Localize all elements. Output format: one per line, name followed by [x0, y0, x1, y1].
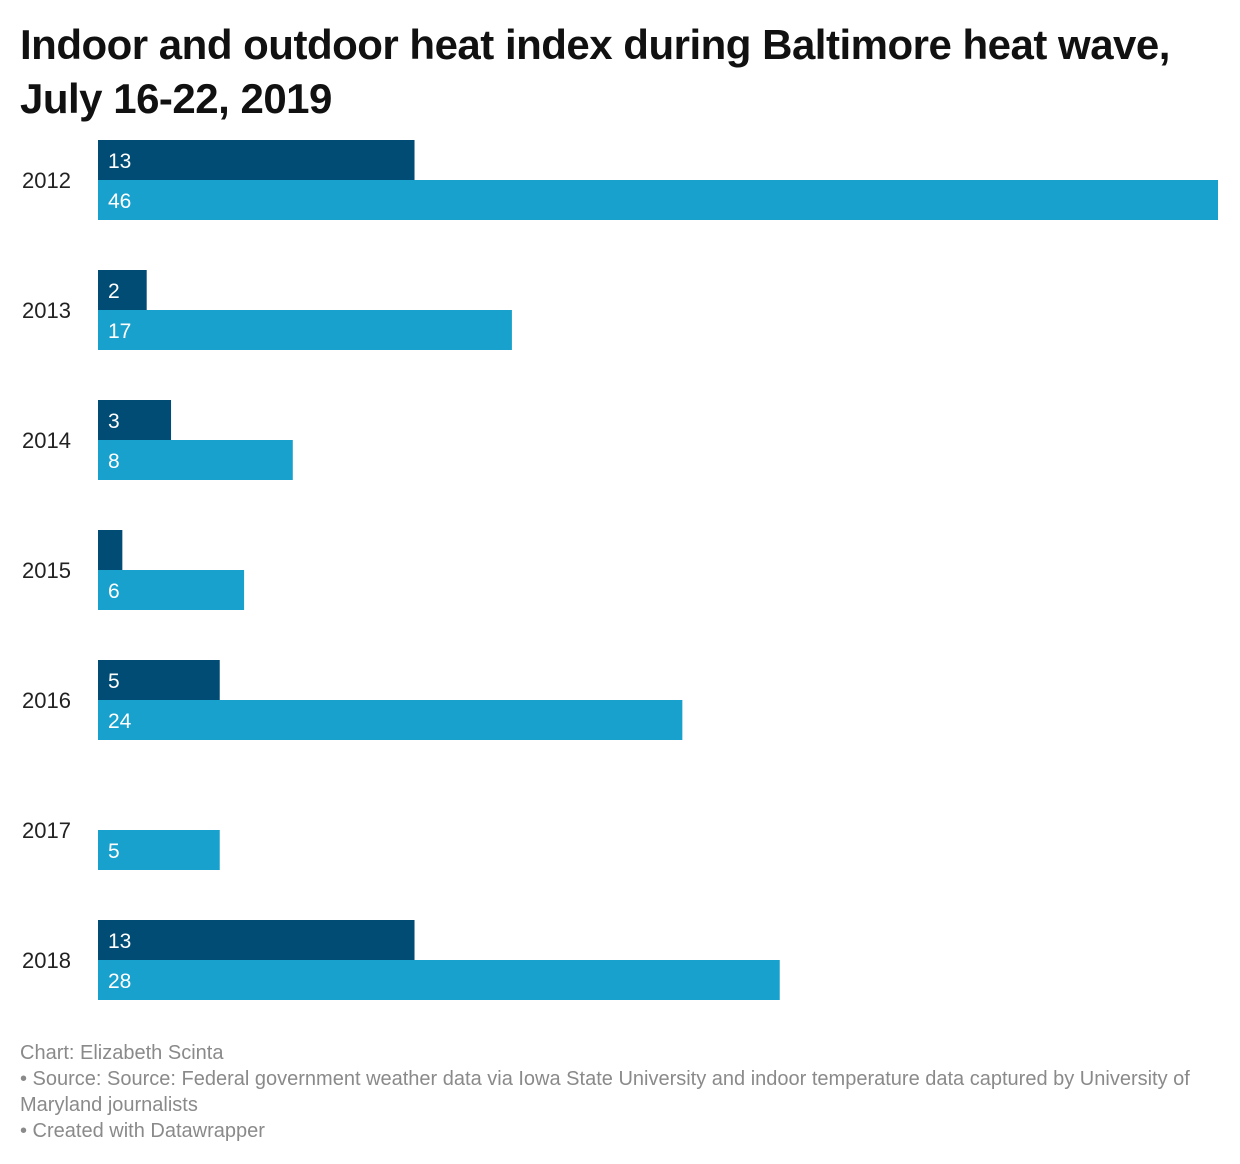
data-label: 5	[108, 670, 120, 693]
category-label: 2016	[22, 688, 71, 713]
bar-group-2017: 2017 5	[22, 818, 220, 870]
category-label: 2017	[22, 818, 71, 843]
data-label: 8	[108, 450, 120, 473]
data-label: 28	[108, 970, 131, 993]
bar-chart: 2012134620132172014382015620165242017520…	[22, 140, 1218, 1000]
bar-group-2013: 2013 2 17	[22, 270, 512, 350]
bar-series1-2014	[98, 400, 172, 440]
data-label: 2	[108, 280, 120, 303]
chart-credit: Chart: Elizabeth Scinta	[20, 1042, 224, 1064]
data-label: 17	[108, 320, 131, 343]
category-label: 2018	[22, 948, 71, 973]
data-label: 46	[108, 190, 131, 213]
bar-series1-2016	[98, 660, 220, 700]
bar-series2-2014	[98, 440, 293, 480]
chart-source: • Source: Source: Federal government wea…	[20, 1068, 1190, 1116]
bar-group-2015: 2015 6	[22, 530, 245, 610]
category-label: 2015	[22, 558, 71, 583]
bar-series1-2015	[98, 530, 123, 570]
bar-series2-2012	[98, 180, 1218, 220]
data-label: 5	[108, 840, 120, 863]
bar-group-2018: 2018 13 28	[22, 920, 780, 1000]
chart-footer: Chart: Elizabeth Scinta • Source: Source…	[20, 1040, 1220, 1144]
bar-series2-2013	[98, 310, 512, 350]
bar-series1-2018	[98, 920, 415, 960]
bar-series2-2016	[98, 700, 683, 740]
data-label: 6	[108, 580, 120, 603]
data-label: 13	[108, 930, 131, 953]
category-label: 2013	[22, 298, 71, 323]
category-label: 2014	[22, 428, 71, 453]
bar-series2-2015	[98, 570, 245, 610]
bar-group-2014: 2014 3 8	[22, 400, 293, 480]
bar-series2-2018	[98, 960, 780, 1000]
bar-series1-2013	[98, 270, 147, 310]
data-label: 24	[108, 710, 132, 733]
bar-group-2012: 2012 13 46	[22, 140, 1218, 220]
category-label: 2012	[22, 168, 71, 193]
bar-series1-2012	[98, 140, 415, 180]
data-label: 3	[108, 410, 120, 433]
bar-group-2016: 2016 5 24	[22, 660, 683, 740]
chart-title: Indoor and outdoor heat index during Bal…	[20, 21, 1170, 122]
chart-created-with: • Created with Datawrapper	[20, 1120, 265, 1142]
bar-series2-2017	[98, 830, 220, 870]
data-label: 13	[108, 150, 131, 173]
